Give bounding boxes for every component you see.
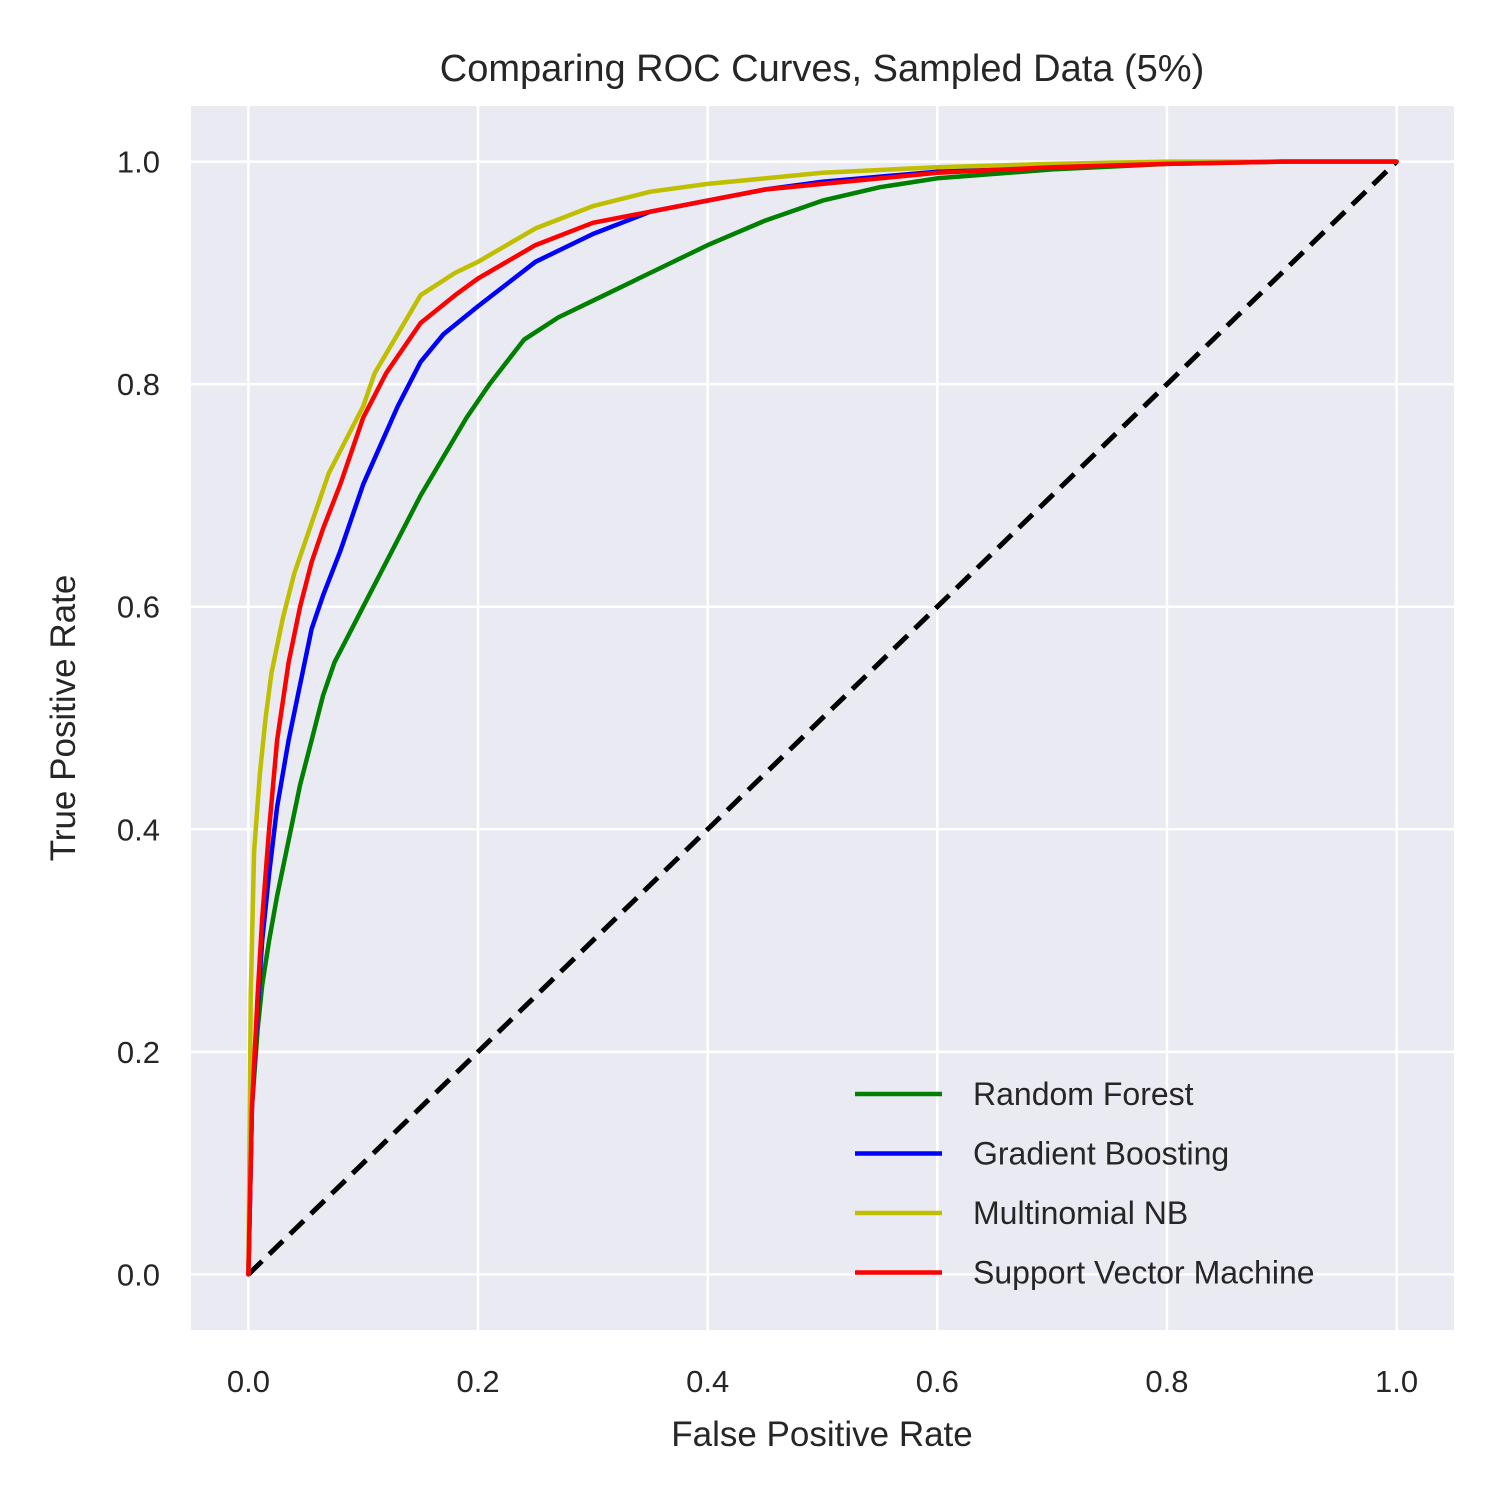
y-tick-labels: 0.0 0.2 0.4 0.6 0.8 1.0 bbox=[117, 145, 160, 1293]
x-tick-label: 0.2 bbox=[456, 1364, 499, 1399]
y-tick-label: 0.4 bbox=[117, 812, 160, 847]
x-axis-label: False Positive Rate bbox=[671, 1415, 973, 1454]
y-tick-label: 0.6 bbox=[117, 590, 160, 625]
legend-label-support-vector-machine: Support Vector Machine bbox=[973, 1255, 1315, 1291]
y-tick-label: 0.0 bbox=[117, 1257, 160, 1292]
chart-title: Comparing ROC Curves, Sampled Data (5%) bbox=[440, 48, 1205, 90]
x-tick-label: 0.0 bbox=[227, 1364, 270, 1399]
x-tick-label: 0.4 bbox=[686, 1364, 729, 1399]
y-tick-label: 0.8 bbox=[117, 367, 160, 402]
series-line-multinomial-nb bbox=[246, 159, 1399, 1277]
legend-label-multinomial-nb: Multinomial NB bbox=[973, 1195, 1188, 1231]
series-lines bbox=[246, 159, 1399, 1277]
legend-label-gradient-boosting: Gradient Boosting bbox=[973, 1136, 1229, 1172]
reference-diagonal-line bbox=[246, 159, 1399, 1277]
series-line-random-forest bbox=[246, 159, 1399, 1277]
y-axis-label: True Positive Rate bbox=[44, 575, 83, 862]
reference-line-group bbox=[246, 159, 1399, 1277]
legend: Random Forest Gradient Boosting Multinomia… bbox=[855, 1076, 1315, 1291]
x-tick-label: 1.0 bbox=[1375, 1364, 1418, 1399]
y-tick-label: 0.2 bbox=[117, 1035, 160, 1070]
series-line-support-vector-machine bbox=[246, 159, 1399, 1277]
y-tick-label: 1.0 bbox=[117, 145, 160, 180]
legend-label-random-forest: Random Forest bbox=[973, 1076, 1194, 1112]
x-tick-label: 0.8 bbox=[1145, 1364, 1188, 1399]
x-tick-labels: 0.0 0.2 0.4 0.6 0.8 1.0 bbox=[227, 1364, 1418, 1399]
grid-lines bbox=[191, 106, 1454, 1330]
x-tick-label: 0.6 bbox=[916, 1364, 959, 1399]
